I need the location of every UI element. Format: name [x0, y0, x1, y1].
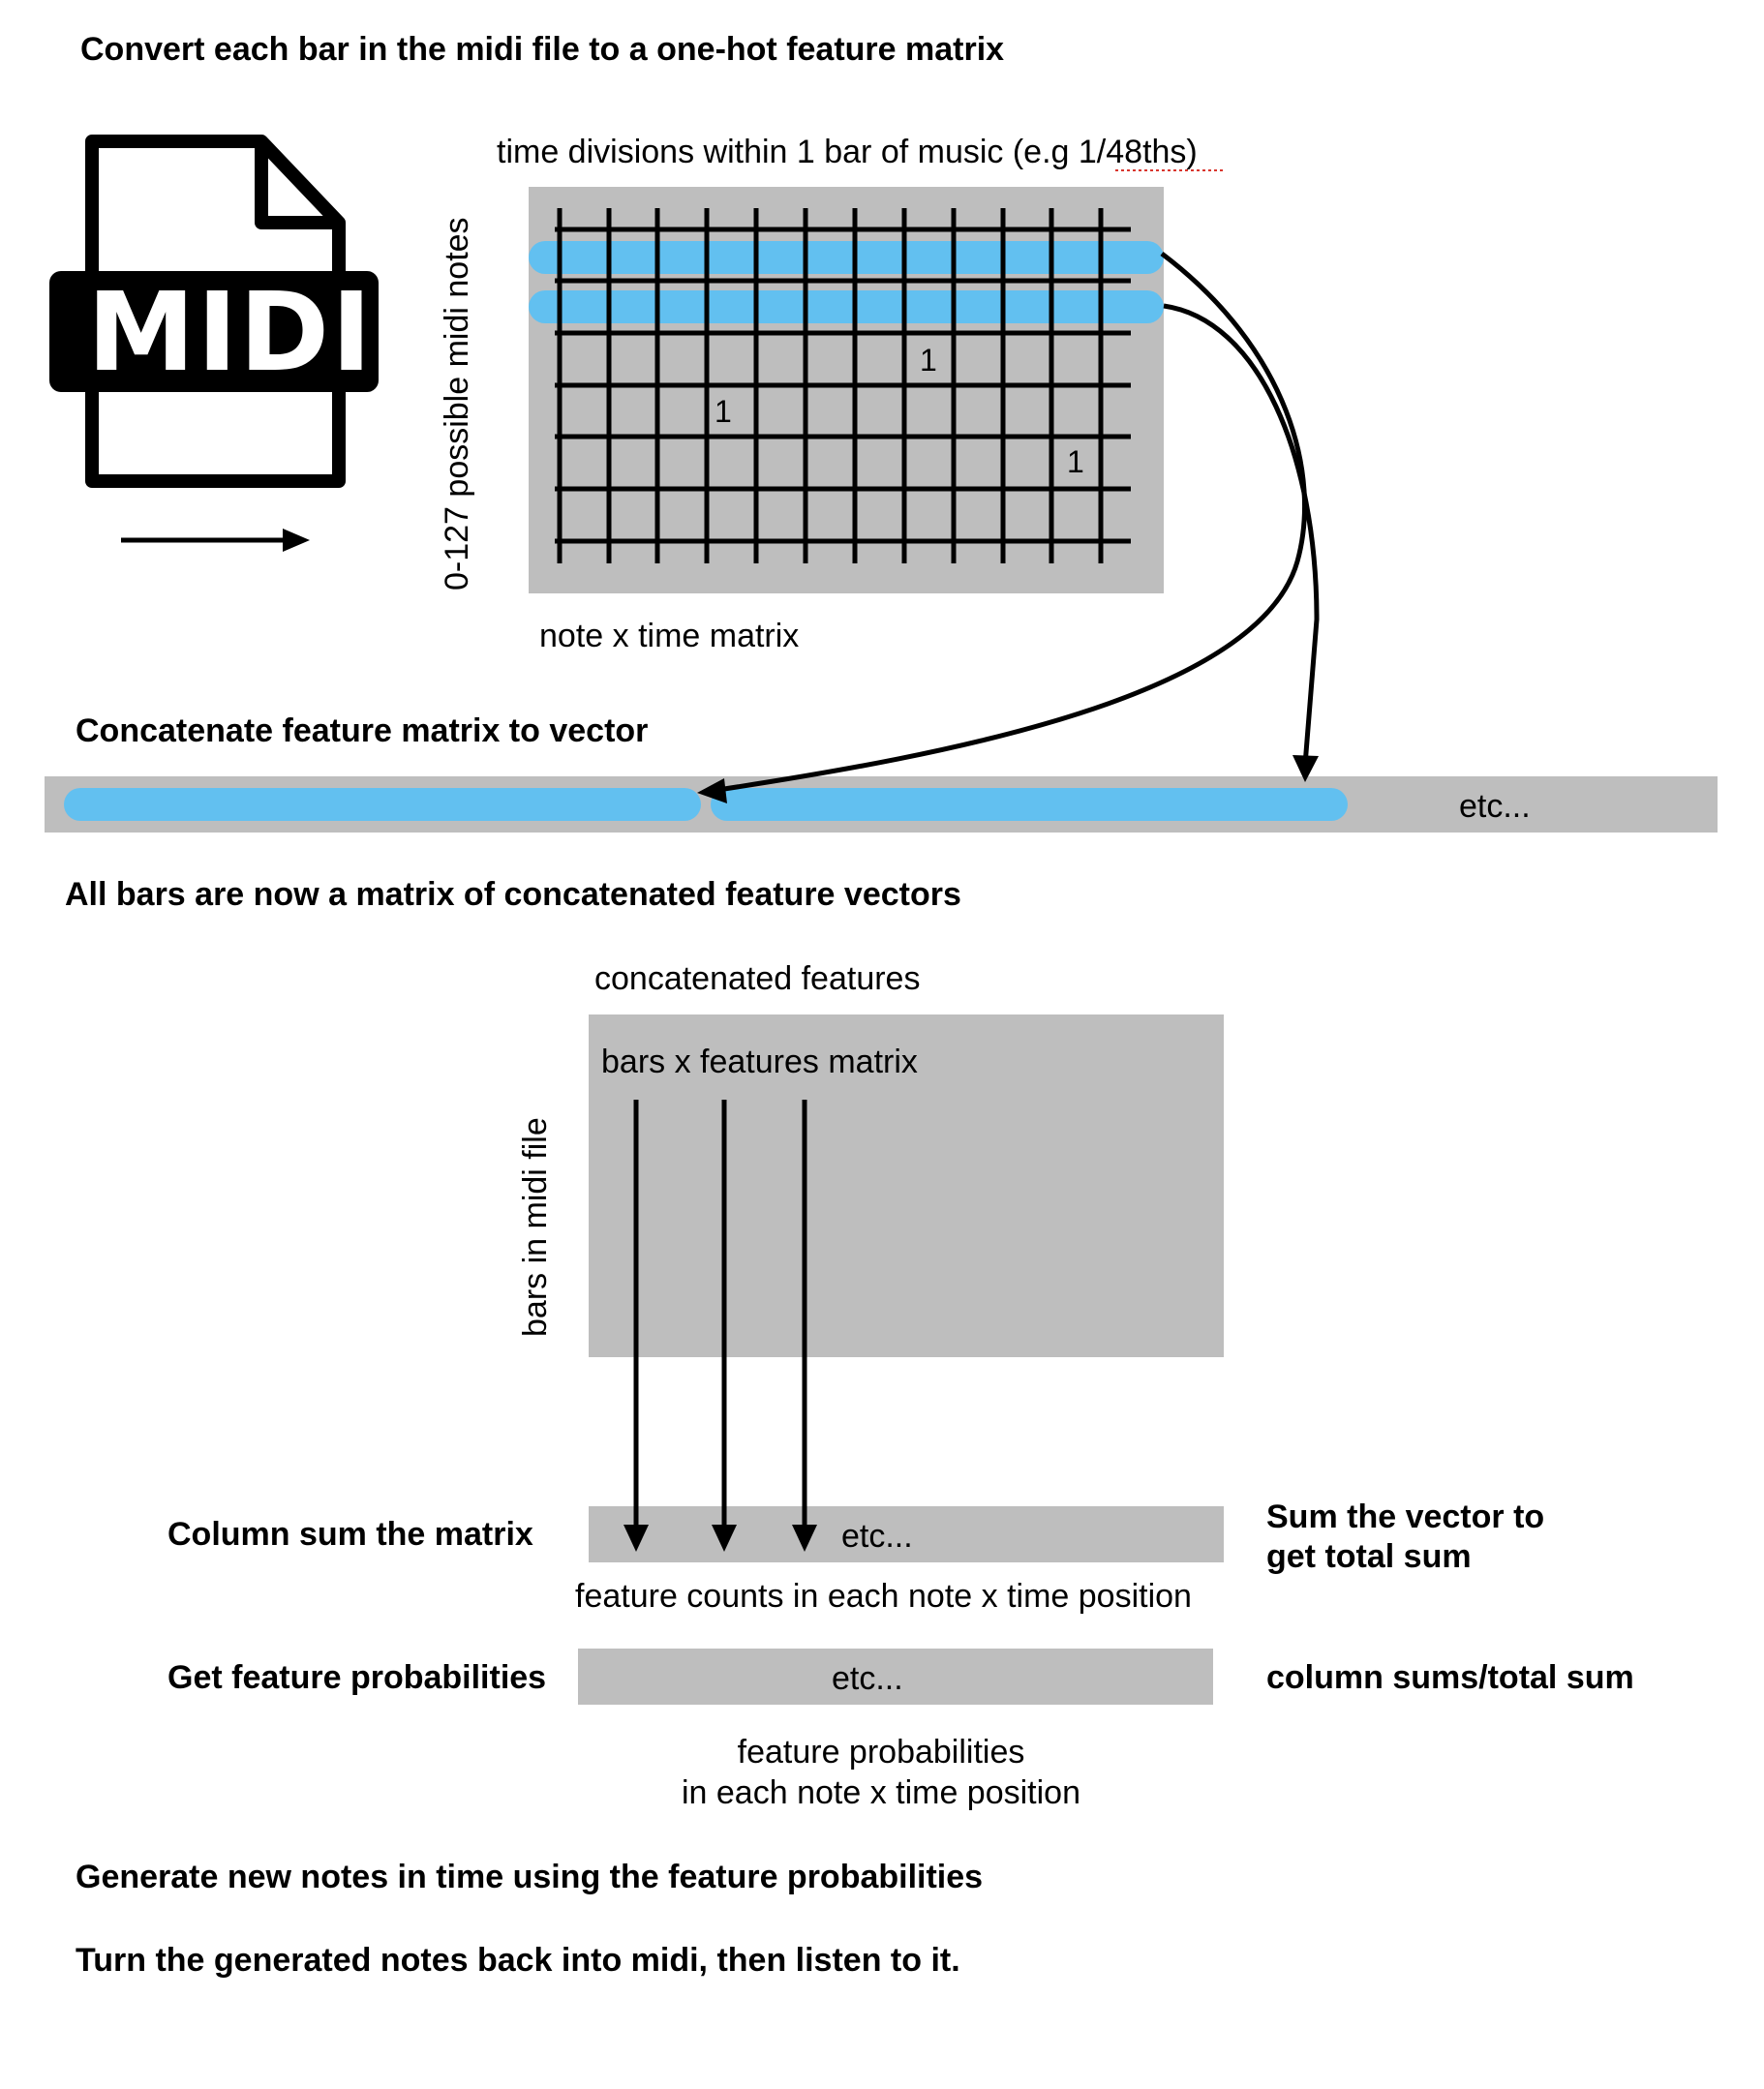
- column-sum-label: Column sum the matrix: [167, 1516, 533, 1553]
- concatenated-features-label: concatenated features: [594, 960, 921, 997]
- matrix-cell-value: 1: [920, 343, 937, 378]
- matrix-cell-value: 1: [1067, 444, 1084, 479]
- step3-heading: All bars are now a matrix of concatenate…: [65, 876, 961, 913]
- column-sum-etc-label: etc...: [841, 1518, 913, 1555]
- midi-file-icon: MIDI: [44, 135, 392, 494]
- probability-etc-label: etc...: [832, 1660, 903, 1697]
- matrix-row-highlight-2: [529, 290, 1164, 323]
- sum-vector-label-line2: get total sum: [1266, 1538, 1472, 1575]
- bars-features-matrix-label: bars x features matrix: [601, 1044, 918, 1080]
- feature-counts-label: feature counts in each note x time posit…: [575, 1578, 1192, 1615]
- probability-vector: [578, 1649, 1213, 1705]
- column-sum-vector: [589, 1506, 1224, 1562]
- feature-probabilities-caption-line2: in each note x time position: [681, 1774, 1081, 1811]
- vector-segment-1: [64, 788, 701, 821]
- probability-formula-label: column sums/total sum: [1266, 1659, 1634, 1696]
- sum-vector-label-line1: Sum the vector to: [1266, 1499, 1545, 1535]
- matrix-cell-value: 1: [715, 394, 732, 429]
- matrix-row-highlight-1: [529, 241, 1164, 274]
- step2-heading: Concatenate feature matrix to vector: [76, 712, 649, 749]
- midi-icon-label: MIDI: [87, 270, 374, 396]
- step5-heading: Turn the generated notes back into midi,…: [76, 1942, 960, 1979]
- note-time-matrix-label: note x time matrix: [539, 618, 800, 654]
- feature-probabilities-caption-line1: feature probabilities: [737, 1734, 1025, 1771]
- feature-probabilities-label: Get feature probabilities: [167, 1659, 547, 1696]
- step4-heading: Generate new notes in time using the fea…: [76, 1859, 984, 1895]
- bars-features-matrix: [589, 1014, 1224, 1357]
- vector-segment-2: [711, 788, 1348, 821]
- vector-etc-label: etc...: [1459, 788, 1531, 825]
- time-divisions-label: time divisions within 1 bar of music (e.…: [497, 134, 1198, 170]
- step1-heading: Convert each bar in the midi file to a o…: [80, 31, 1005, 68]
